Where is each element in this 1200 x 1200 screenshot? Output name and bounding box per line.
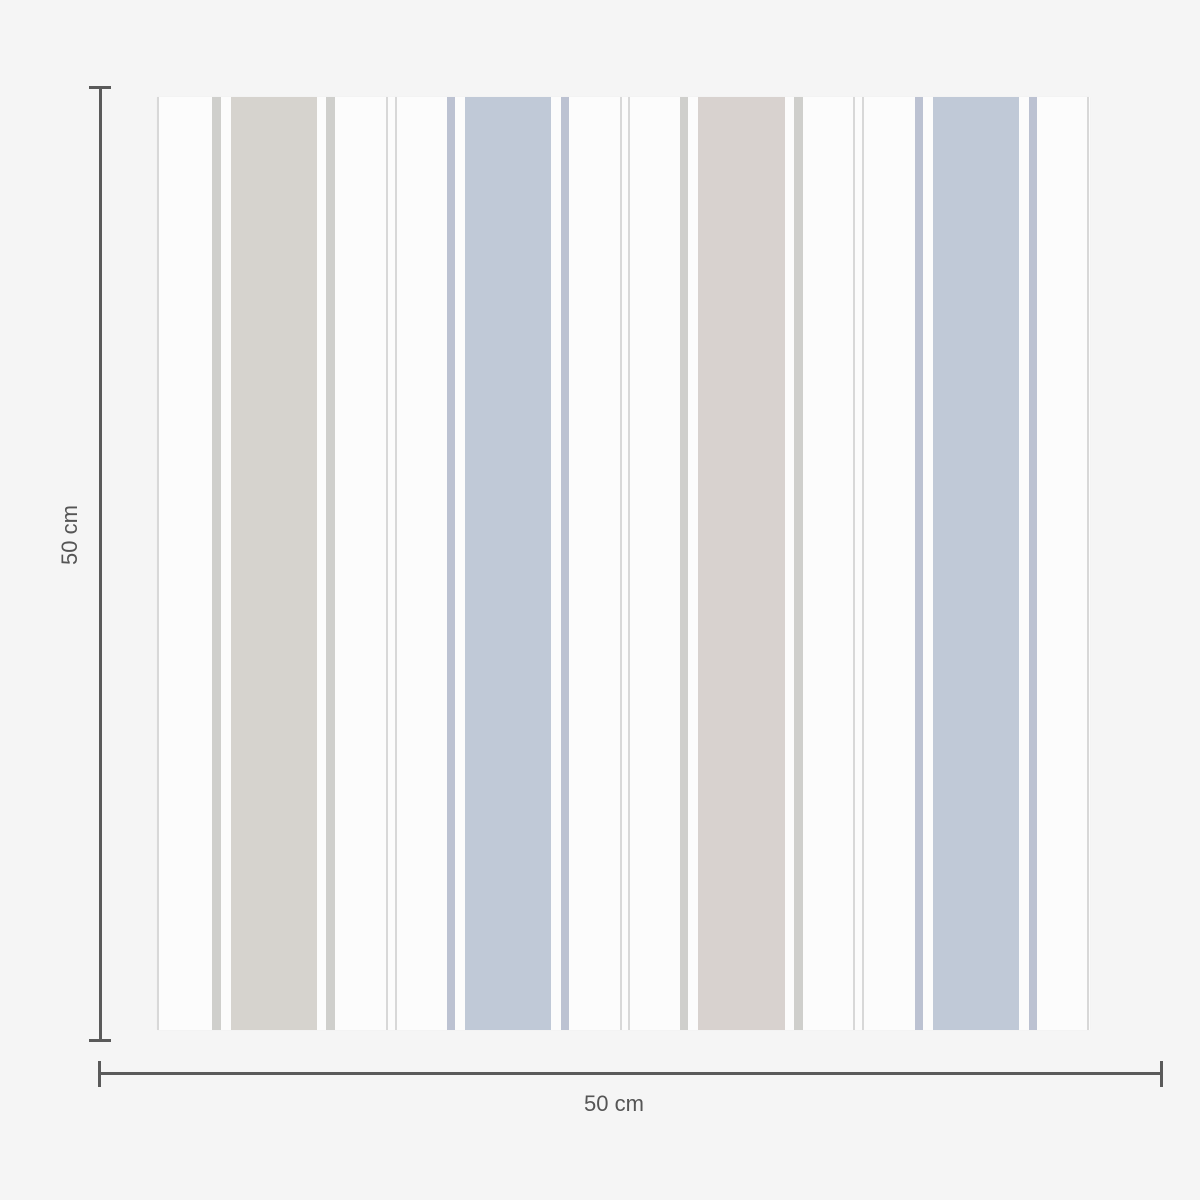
stripe-blue <box>465 97 551 1030</box>
stripe-thin-gray <box>680 97 688 1030</box>
width-dimension-cap-right <box>1160 1061 1163 1087</box>
stripe-thin-gray <box>212 97 221 1030</box>
stripe-hairline <box>395 97 397 1030</box>
stripe-hairline <box>157 97 159 1030</box>
height-dimension-cap-top <box>89 86 111 89</box>
height-dimension-line <box>99 87 102 1040</box>
stripe-thin-blue <box>1029 97 1037 1030</box>
height-label: 50 cm <box>56 505 82 565</box>
wallpaper-sample <box>157 97 1090 1030</box>
width-label: 50 cm <box>584 1091 644 1116</box>
height-dimension-cap-bottom <box>89 1039 111 1042</box>
stripe-hairline <box>620 97 622 1030</box>
stripe-thin-blue <box>447 97 455 1030</box>
width-dimension-cap-left <box>98 1061 101 1087</box>
stripe-hairline <box>1087 97 1089 1030</box>
width-dimension-line <box>100 1072 1162 1075</box>
stripe-thin-gray <box>794 97 803 1030</box>
stripe-thin-gray <box>326 97 335 1030</box>
stripe-hairline <box>386 97 388 1030</box>
stripe-thin-blue <box>561 97 569 1030</box>
stripe-beige <box>231 97 317 1030</box>
stripe-hairline <box>853 97 855 1030</box>
stripe-hairline <box>862 97 864 1030</box>
stripe-beige-pink <box>698 97 785 1030</box>
stripe-thin-blue <box>915 97 923 1030</box>
stripe-hairline <box>628 97 630 1030</box>
stripe-blue <box>933 97 1019 1030</box>
